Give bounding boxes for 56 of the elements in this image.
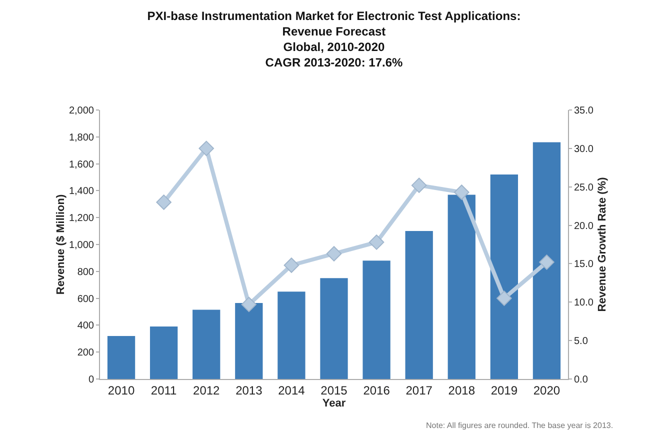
point xyxy=(326,246,342,262)
bar xyxy=(278,292,306,379)
x-tick-label: 2010 xyxy=(108,383,135,398)
y2-tick-label: 15.0 xyxy=(574,259,594,270)
bar xyxy=(320,278,348,379)
y2-tick-label: 10.0 xyxy=(574,298,594,309)
y2-axis-title: Revenue Growth Rate (%) xyxy=(596,176,608,312)
y-tick-label: 800 xyxy=(77,266,94,278)
point xyxy=(539,254,554,270)
y-axis-title: Revenue ($ Million) xyxy=(54,194,67,295)
y2-tick-label: 25.0 xyxy=(574,182,594,194)
point xyxy=(368,234,384,250)
y-tick-label: 200 xyxy=(77,348,94,359)
x-tick-label: 2017 xyxy=(406,383,433,398)
bar xyxy=(362,260,390,379)
y-tick-label: 2,000 xyxy=(68,106,94,116)
x-tick-label: 2014 xyxy=(278,383,306,398)
bar xyxy=(448,194,476,379)
bar xyxy=(405,231,433,379)
bar xyxy=(490,174,518,379)
y-tick-label: 1,800 xyxy=(68,132,94,144)
y-tick-label: 600 xyxy=(77,294,94,305)
y2-tick-label: 20.0 xyxy=(574,220,594,232)
x-tick-label: 2018 xyxy=(448,383,476,398)
point xyxy=(156,194,172,210)
bar xyxy=(192,310,220,379)
y-tick-label: 0 xyxy=(88,374,94,386)
x-tick-label: 2013 xyxy=(236,383,263,398)
bar xyxy=(150,326,178,379)
point xyxy=(411,178,427,193)
x-tick-label: 2020 xyxy=(533,383,560,398)
point xyxy=(198,140,214,156)
text: Note: All figures are rounded. The base year is 2013. xyxy=(426,421,614,430)
y2-tick-label: 30.0 xyxy=(574,144,594,155)
x-tick-label: 2012 xyxy=(193,383,220,398)
y-tick-label: 1,200 xyxy=(68,213,94,224)
y-tick-label: 1,400 xyxy=(68,186,94,198)
x-tick-label: 2016 xyxy=(363,383,390,398)
point xyxy=(454,184,470,200)
chart-title: PXI-base Instrumentation Market for Electronic Test Applications: Revenue Forecast Global, 2010-2020 CAGR 2013-2020: 17.6% xyxy=(147,8,521,70)
point xyxy=(241,296,257,312)
x-tick-label: 2019 xyxy=(490,383,518,398)
y-tick-label: 1,000 xyxy=(68,240,94,251)
y2-tick-label: 0.0 xyxy=(574,374,588,386)
bar xyxy=(107,336,136,379)
point xyxy=(284,258,300,273)
point xyxy=(496,290,512,306)
y-tick-label: 1,600 xyxy=(68,159,94,170)
y2-tick-label: 5.0 xyxy=(574,336,588,348)
x-axis-title: Year xyxy=(322,398,346,410)
y-tick-label: 400 xyxy=(77,320,94,332)
x-tick-label: 2015 xyxy=(320,383,348,398)
bar xyxy=(532,142,561,379)
bar xyxy=(235,303,263,379)
y2-tick-label: 35.0 xyxy=(574,106,594,116)
x-tick-label: 2011 xyxy=(150,383,178,398)
